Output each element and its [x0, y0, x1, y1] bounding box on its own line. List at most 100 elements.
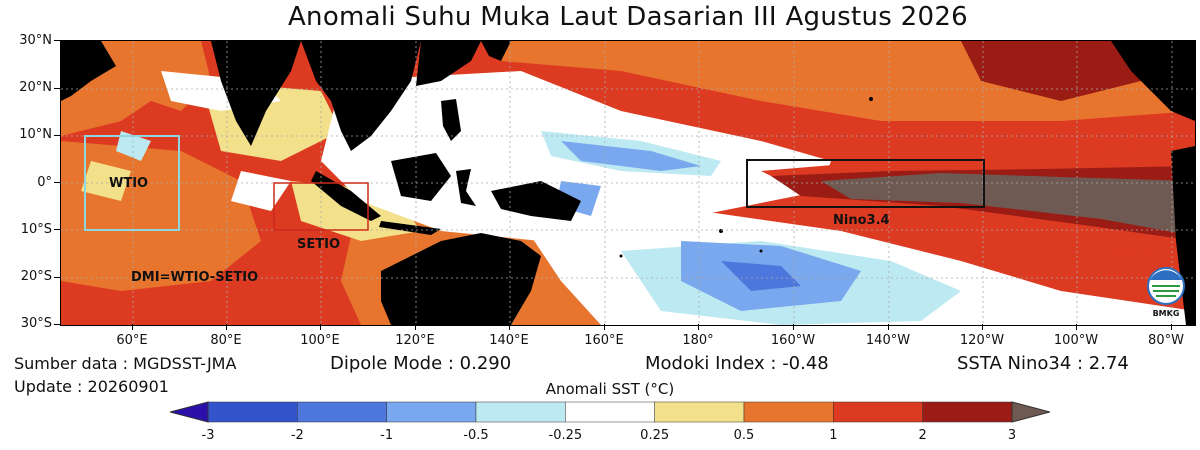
- lat-label: 10°S: [20, 222, 52, 237]
- dmi-label: DMI=WTIO-SETIO: [131, 270, 258, 285]
- lat-tick: [54, 135, 60, 136]
- setio-box: [273, 182, 369, 231]
- colorbar-tick-label: -0.25: [548, 428, 583, 443]
- ssta-nino34: SSTA Nino34 : 2.74: [957, 353, 1129, 374]
- bmkg-logo: BMKG: [1146, 266, 1186, 318]
- ocean-anomaly-patch: [721, 261, 801, 291]
- colorbar-tick-label: 3: [1007, 428, 1017, 443]
- wtio-box: [84, 135, 180, 231]
- sst-map-svg: WTIO SETIO Nino3.4 DMI=WTIO-SETIO: [61, 41, 1195, 325]
- colorbar: [170, 401, 1050, 423]
- land-arabia: [61, 41, 116, 101]
- colorbar-segments: [207, 401, 1013, 423]
- colorbar-title: Anomali SST (°C): [545, 380, 675, 398]
- dipole-mode-index: Dipole Mode : 0.290: [330, 353, 512, 374]
- ocean-anomaly-patch: [961, 41, 1141, 101]
- ocean-anomaly-patch: [561, 141, 701, 171]
- setio-label: SETIO: [297, 237, 340, 252]
- nino34-box: [746, 159, 985, 208]
- nino34-label: Nino3.4: [833, 213, 890, 228]
- lon-label: 140°W: [865, 333, 911, 348]
- update-date: Update : 20260901: [14, 377, 169, 396]
- colorbar-segment: [922, 401, 1013, 423]
- land-china: [416, 41, 481, 86]
- modoki-index: Modoki Index : -0.48: [645, 353, 829, 374]
- colorbar-tick-label: -1: [380, 428, 394, 443]
- lon-tick: [132, 324, 133, 330]
- lat-tick: [54, 324, 60, 325]
- ocean-anomaly-patch: [231, 171, 291, 211]
- lat-tick: [54, 182, 60, 183]
- colorbar-segment: [207, 401, 298, 423]
- land-island: [619, 254, 623, 258]
- land-java: [379, 221, 441, 235]
- lon-label: 120°E: [395, 333, 435, 348]
- land-sulawesi: [456, 169, 476, 206]
- land-south-america: [1171, 146, 1195, 325]
- lon-label: 140°E: [489, 333, 529, 348]
- colorbar-segment: [475, 401, 566, 423]
- lon-label: 180°: [682, 333, 714, 348]
- lon-tick: [982, 324, 983, 330]
- lat-tick: [54, 40, 60, 41]
- lat-tick: [54, 277, 60, 278]
- lon-label: 80°E: [210, 333, 242, 348]
- ocean-anomaly-patch: [81, 161, 131, 201]
- colorbar-tick-label: -0.5: [463, 428, 489, 443]
- lon-tick: [320, 324, 321, 330]
- map-title: Anomali Suhu Muka Laut Dasarian III Agus…: [287, 2, 969, 32]
- bmkg-logo-icon: BMKG: [1147, 267, 1185, 318]
- colorbar-segment: [565, 401, 655, 423]
- colorbar-segment: [654, 401, 745, 423]
- colorbar-tick-label: 0.25: [640, 428, 670, 443]
- land-australia: [381, 233, 541, 325]
- lon-tick: [1076, 324, 1077, 330]
- lon-label: 160°E: [584, 333, 624, 348]
- lon-tick: [604, 324, 605, 330]
- lon-tick: [509, 324, 510, 330]
- ocean-anomaly-patch: [116, 131, 151, 161]
- colorbar-segment: [386, 401, 477, 423]
- lat-tick: [54, 229, 60, 230]
- land-central-america: [1111, 41, 1195, 121]
- land-india: [211, 41, 301, 146]
- sst-anomaly-map: WTIO SETIO Nino3.4 DMI=WTIO-SETIO: [60, 40, 1196, 326]
- wtio-label: WTIO: [109, 176, 148, 191]
- lat-label: 20°S: [20, 269, 52, 284]
- colorbar-segment: [833, 401, 923, 423]
- colorbar-tick-label: 2: [918, 428, 927, 443]
- lat-label: 30°S: [20, 316, 52, 331]
- lon-tick: [1171, 324, 1172, 330]
- lon-tick: [793, 324, 794, 330]
- colorbar-segment: [743, 401, 834, 423]
- lat-label: 0°: [37, 175, 52, 190]
- lon-tick: [226, 324, 227, 330]
- land-philippines: [441, 99, 461, 141]
- land-japan: [481, 41, 511, 61]
- lon-label: 160°W: [770, 333, 816, 348]
- data-source: Sumber data : MGDSST-JMA: [14, 354, 237, 373]
- colorbar-tick-label: -2: [290, 428, 304, 443]
- colorbar-tick-label: 0.5: [733, 428, 755, 443]
- bmkg-logo-text: BMKG: [1153, 309, 1180, 318]
- lon-label: 100°E: [300, 333, 340, 348]
- lon-label: 60°E: [116, 333, 148, 348]
- map-gridlines: [61, 41, 1195, 325]
- lon-label: 120°W: [959, 333, 1005, 348]
- land-borneo: [391, 153, 451, 201]
- lon-tick: [415, 324, 416, 330]
- colorbar-under-arrow: [170, 401, 209, 423]
- lon-label: 80°W: [1148, 333, 1184, 348]
- lon-label: 100°W: [1053, 333, 1099, 348]
- lat-tick: [54, 88, 60, 89]
- colorbar-tick-label: -3: [201, 428, 215, 443]
- land-hawaii: [869, 97, 873, 101]
- land-new-guinea: [491, 181, 581, 221]
- ocean-anomaly-patch: [821, 173, 1195, 236]
- colorbar-tick-label: 1: [829, 428, 838, 443]
- land-island: [759, 249, 763, 253]
- colorbar-segment: [297, 401, 387, 423]
- lat-label: 30°N: [19, 33, 52, 48]
- lat-label: 20°N: [19, 80, 52, 95]
- colorbar-over-arrow: [1011, 401, 1050, 423]
